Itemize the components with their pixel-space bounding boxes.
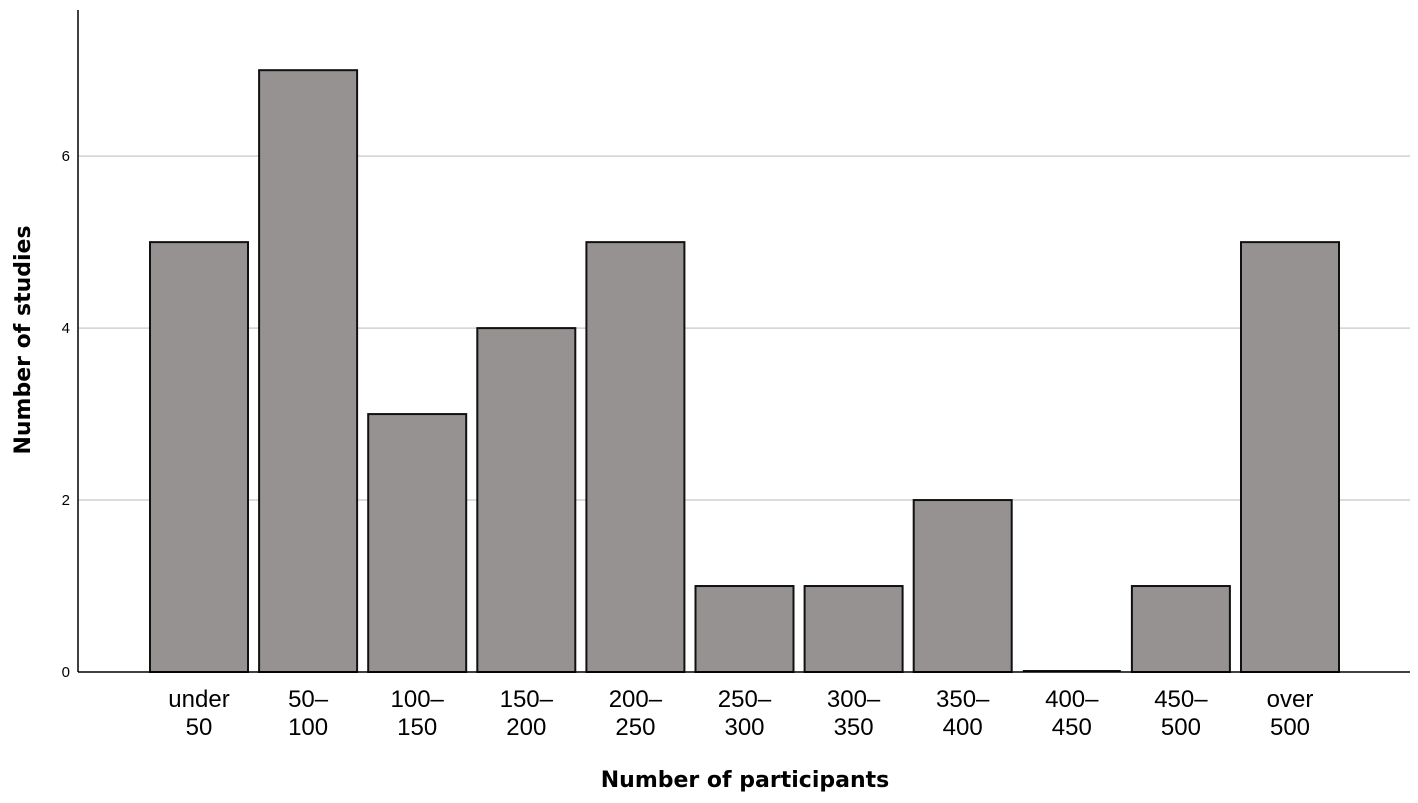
y-tick-label: 2 — [62, 492, 70, 509]
x-tick-label: 300– — [827, 686, 881, 713]
axes — [77, 10, 1410, 673]
x-tick-label: 50 — [186, 714, 213, 741]
x-tick-label: 150– — [500, 686, 554, 713]
x-tick-label: 250 — [615, 714, 655, 741]
y-axis-title: Number of studies — [11, 225, 36, 454]
x-tick-label: 450– — [1154, 686, 1208, 713]
x-tick-label: 250– — [718, 686, 772, 713]
x-tick-label: 400– — [1045, 686, 1099, 713]
x-tick-label: 350 — [834, 714, 874, 741]
x-category-labels: under5050–100100–150150–200200–250250–30… — [168, 686, 1313, 741]
x-tick-label: 50– — [288, 686, 329, 713]
x-tick-label: 200 — [506, 714, 546, 741]
x-tick-label: 400 — [943, 714, 983, 741]
x-tick-label: 150 — [397, 714, 437, 741]
bar — [585, 241, 686, 673]
y-tick-labels: 0 2 4 6 — [62, 148, 70, 681]
x-tick-label: 500 — [1270, 714, 1310, 741]
bars — [149, 69, 1340, 674]
y-tick-label: 4 — [62, 320, 70, 337]
x-tick-label: 350– — [936, 686, 990, 713]
x-tick-label: 500 — [1161, 714, 1201, 741]
x-tick-label: 200– — [609, 686, 663, 713]
x-axis-title: Number of participants — [601, 768, 889, 793]
y-tick-label: 0 — [62, 664, 70, 681]
bar — [912, 499, 1013, 673]
bar — [1130, 585, 1231, 674]
bar — [149, 241, 249, 673]
bar — [258, 69, 359, 673]
x-tick-label: over — [1267, 686, 1314, 713]
x-tick-label: 450 — [1052, 714, 1092, 741]
bar — [803, 585, 904, 674]
bar — [476, 327, 577, 673]
bar — [367, 413, 468, 673]
bar — [1240, 241, 1340, 673]
x-tick-label: under — [168, 686, 229, 713]
y-tick-label: 6 — [62, 148, 70, 165]
x-tick-label: 100 — [288, 714, 328, 741]
x-tick-label: 300 — [724, 714, 764, 741]
x-tick-label: 100– — [391, 686, 445, 713]
bar — [694, 585, 795, 674]
